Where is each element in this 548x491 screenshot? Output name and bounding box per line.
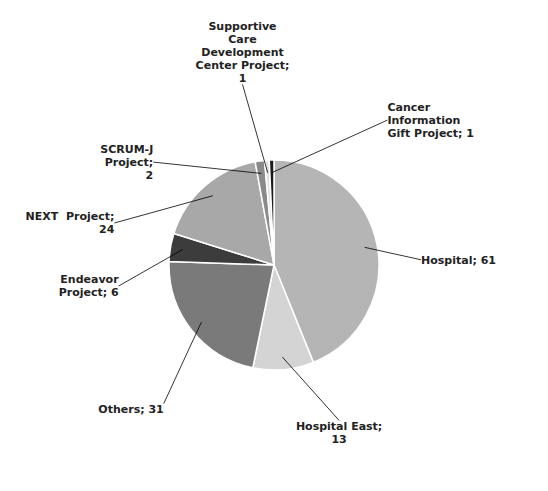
slice-label-line: Gift Project; 1	[387, 127, 474, 140]
slice-label-line: Cancer	[387, 101, 430, 114]
leader-line	[272, 120, 387, 173]
slice-label-line: Project;	[105, 156, 153, 169]
slice-label: EndeavorProject; 6	[59, 273, 120, 299]
labels: Hospital; 61 Hospital East;13 Others; 31 En…	[26, 20, 496, 446]
slice-label-line: 1	[239, 72, 247, 85]
slice-label: SCRUM-JProject;2	[100, 143, 153, 182]
slice-label-line: Hospital; 61	[421, 254, 496, 267]
leader-line	[282, 357, 339, 420]
leader-line	[243, 84, 268, 172]
slice-label-line: SCRUM-J	[100, 143, 153, 156]
slice-label-line: Others; 31	[98, 403, 163, 416]
pie-chart: Hospital; 61 Hospital East;13 Others; 31 En…	[0, 0, 548, 491]
slice-label-line: 13	[331, 433, 346, 446]
pie-slice	[269, 160, 274, 265]
slice-label-line: Project; 6	[59, 286, 119, 299]
slice-label-line: 24	[99, 223, 115, 236]
slice-label: Others; 31	[98, 403, 163, 416]
slice-label: NEXT Project;24	[26, 210, 115, 236]
leader-line	[114, 196, 212, 223]
slice-label: CancerInformationGift Project; 1	[387, 101, 474, 140]
slice-label: SupportiveCareDevelopmentCenter Project;…	[196, 20, 290, 85]
slice-label-line: Supportive	[208, 20, 276, 33]
pie-slice	[265, 160, 274, 265]
leader-line	[119, 249, 183, 286]
leader-line	[164, 322, 202, 403]
slice-label: Hospital East;13	[296, 420, 382, 446]
pie-slice	[169, 261, 274, 367]
pie-slice	[255, 160, 274, 265]
slices	[169, 160, 379, 370]
slice-label-line: NEXT Project;	[26, 210, 115, 223]
slice-label-line: Hospital East;	[296, 420, 382, 433]
slice-label-line: Development	[201, 46, 283, 59]
leader-line	[153, 162, 261, 173]
slice-label-line: Endeavor	[60, 273, 119, 286]
slice-label-line: Care	[228, 33, 256, 46]
slice-label: Hospital; 61	[421, 254, 496, 267]
leader-lines	[114, 84, 421, 420]
chart-container: Hospital; 61 Hospital East;13 Others; 31 En…	[0, 0, 548, 491]
slice-label-line: 2	[146, 169, 154, 182]
slice-label-line: Information	[387, 114, 460, 127]
slice-label-line: Center Project;	[196, 59, 290, 72]
leader-line	[365, 247, 421, 259]
